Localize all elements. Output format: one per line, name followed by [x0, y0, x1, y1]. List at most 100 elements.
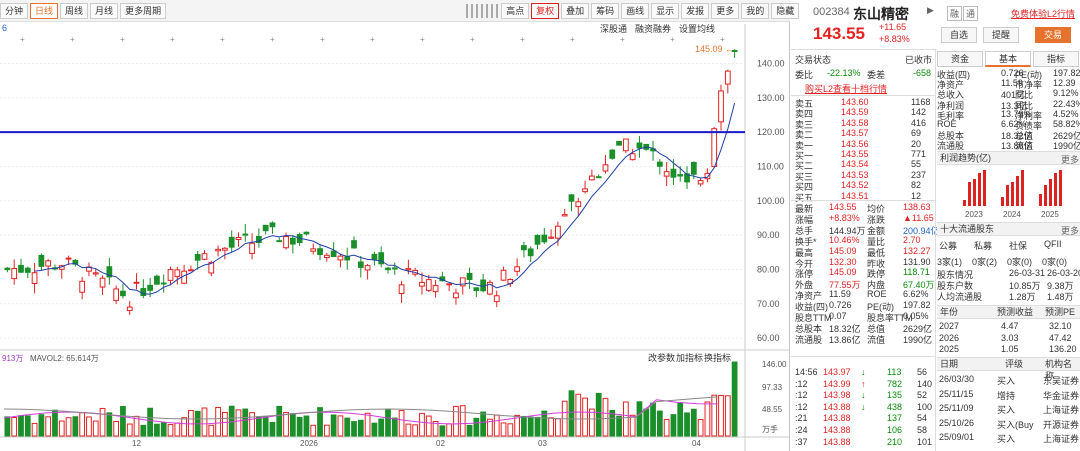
profit-bars: 2023 2024 2025: [963, 170, 1062, 218]
tool-icon[interactable]: [466, 3, 469, 18]
quote-label: 最新: [795, 204, 814, 214]
self-button[interactable]: 自选: [941, 27, 977, 43]
candle-body: [317, 248, 323, 255]
volume-bar: [323, 424, 330, 437]
candle-body: [432, 284, 439, 293]
volume-bar: [86, 416, 92, 437]
tab-0[interactable]: 资金: [937, 51, 983, 67]
vol-menu-item[interactable]: 加指标: [676, 352, 703, 363]
candle-body: [385, 267, 391, 271]
tick-time: :12: [795, 390, 808, 401]
profit-bar: [973, 179, 976, 206]
quote-value: 145.09: [829, 245, 857, 256]
volume-bar: [235, 409, 242, 437]
candle-body: [133, 281, 140, 284]
tool-icon[interactable]: [476, 3, 479, 18]
trade-button[interactable]: 交易: [1035, 27, 1071, 43]
quote-label2: ROE: [867, 289, 887, 300]
chart-panel: 分钟 日线 周线 月线 更多周期 高点 复权 叠加 筹码 画线 显示 发报 更多 我的 隐藏 深股通 融资融券…: [0, 0, 800, 451]
toolbar-button[interactable]: 发报: [681, 2, 710, 19]
candle-body: [724, 70, 731, 85]
sub-link[interactable]: 设置均线: [679, 24, 716, 34]
tick-vol: 135: [887, 390, 903, 401]
tool-icon[interactable]: [481, 3, 484, 18]
volume-bar: [602, 397, 609, 437]
tool-icon[interactable]: [496, 3, 499, 18]
toolbar-button[interactable]: 筹码: [591, 2, 620, 19]
forecast-eps: 4.47: [1001, 321, 1019, 331]
toolbar-button[interactable]: 画线: [621, 2, 650, 19]
tick-time: :12: [795, 378, 808, 389]
profit-year: 2023: [965, 210, 983, 218]
toolbar-button[interactable]: 分钟: [0, 2, 29, 19]
volume-bar: [357, 419, 364, 437]
candle-body: [38, 254, 45, 267]
tab-1[interactable]: 基本: [985, 51, 1031, 67]
toolbar-button[interactable]: 隐藏: [771, 2, 800, 19]
sub-links: 深股通 融资融券 设置均线: [600, 22, 790, 34]
tool-icon[interactable]: [486, 3, 489, 18]
volume-bar: [364, 412, 371, 437]
tick-vol: 106: [887, 425, 903, 435]
toolbar-button[interactable]: 月线: [90, 2, 119, 19]
sell-price: 143.57: [841, 128, 869, 139]
tick-num: 58: [917, 425, 928, 435]
tick-dir: ↓: [861, 367, 866, 377]
toolbar-button[interactable]: 复权: [531, 2, 560, 19]
quote-value: 145.09: [829, 267, 857, 278]
mavol-legend: MAVOL2: 65.614万: [30, 354, 99, 363]
toolbar-button[interactable]: 更多: [711, 2, 740, 19]
toolbar-button[interactable]: 叠加: [561, 2, 590, 19]
buy-qty: 12: [911, 190, 922, 201]
fund-label2: 净利率: [1015, 110, 1043, 121]
holder-type: 私募: [974, 241, 993, 251]
tool-icon[interactable]: [471, 3, 474, 18]
toolbar-button[interactable]: 高点: [501, 2, 530, 19]
toolbar-button[interactable]: 显示: [651, 2, 680, 19]
holder-count: 0家(0): [1042, 257, 1068, 267]
fund-label2: 市净率: [1015, 80, 1043, 91]
toolbar-button[interactable]: 周线: [60, 2, 89, 19]
candle-body: [582, 188, 588, 193]
price-tick: 100.00: [757, 196, 785, 206]
profit-year: 2025: [1041, 210, 1059, 218]
volume-bar: [11, 417, 18, 437]
tick-dir: ↑: [861, 378, 866, 389]
holder-row-v1: 26-03-31: [1009, 268, 1046, 278]
candle-body: [731, 50, 738, 53]
sub-link[interactable]: 深股通: [600, 24, 628, 34]
kline-chart[interactable]: 6 140.00 130.00 120.00 110.00 100.00 90.00 80.0…: [0, 0, 790, 451]
next-icon[interactable]: ▶: [927, 5, 934, 15]
fund-label: 净利润: [937, 100, 965, 111]
quote-panel: 002384 东山精密 ▶ 融通 免费体验L2行情 143.55 +11.65 +8.83% 自…: [791, 0, 1080, 451]
tick-time: :37: [795, 436, 808, 447]
volume-bar: [215, 406, 221, 437]
volume-bar: [616, 415, 622, 437]
toolbar-button[interactable]: 我的: [741, 2, 770, 19]
l2-buy-link[interactable]: 购买L2查看十档行情: [805, 84, 888, 94]
volume-bar: [534, 416, 541, 437]
tool-icon[interactable]: [491, 3, 494, 18]
vol-menu-item[interactable]: 换指标: [704, 352, 731, 363]
candle-body: [208, 262, 215, 274]
more-link[interactable]: 更多: [1061, 155, 1080, 165]
volume-bar: [609, 409, 616, 437]
candle-body: [167, 269, 174, 281]
volume-bar: [344, 417, 351, 437]
more-link[interactable]: 更多: [1061, 226, 1080, 236]
tab-2[interactable]: 指标: [1033, 51, 1079, 67]
sub-link[interactable]: 融资融券: [635, 24, 672, 34]
volume-bar: [385, 408, 391, 437]
candle-body: [487, 281, 493, 295]
volume-bar: [589, 408, 595, 437]
quote-value: 77.55万: [829, 280, 861, 291]
toolbar-button[interactable]: 更多周期: [120, 2, 167, 19]
candle-body: [446, 283, 453, 286]
l2-link[interactable]: 免费体验L2行情: [1011, 9, 1076, 19]
remind-button[interactable]: 提醒: [983, 27, 1019, 43]
quote-label2: 昨收: [867, 258, 886, 269]
vol-menu-item[interactable]: 改参数: [648, 352, 675, 363]
quote-value2: 2629亿: [903, 323, 933, 334]
candle-body: [425, 279, 432, 291]
toolbar-button[interactable]: 日线: [30, 2, 59, 19]
